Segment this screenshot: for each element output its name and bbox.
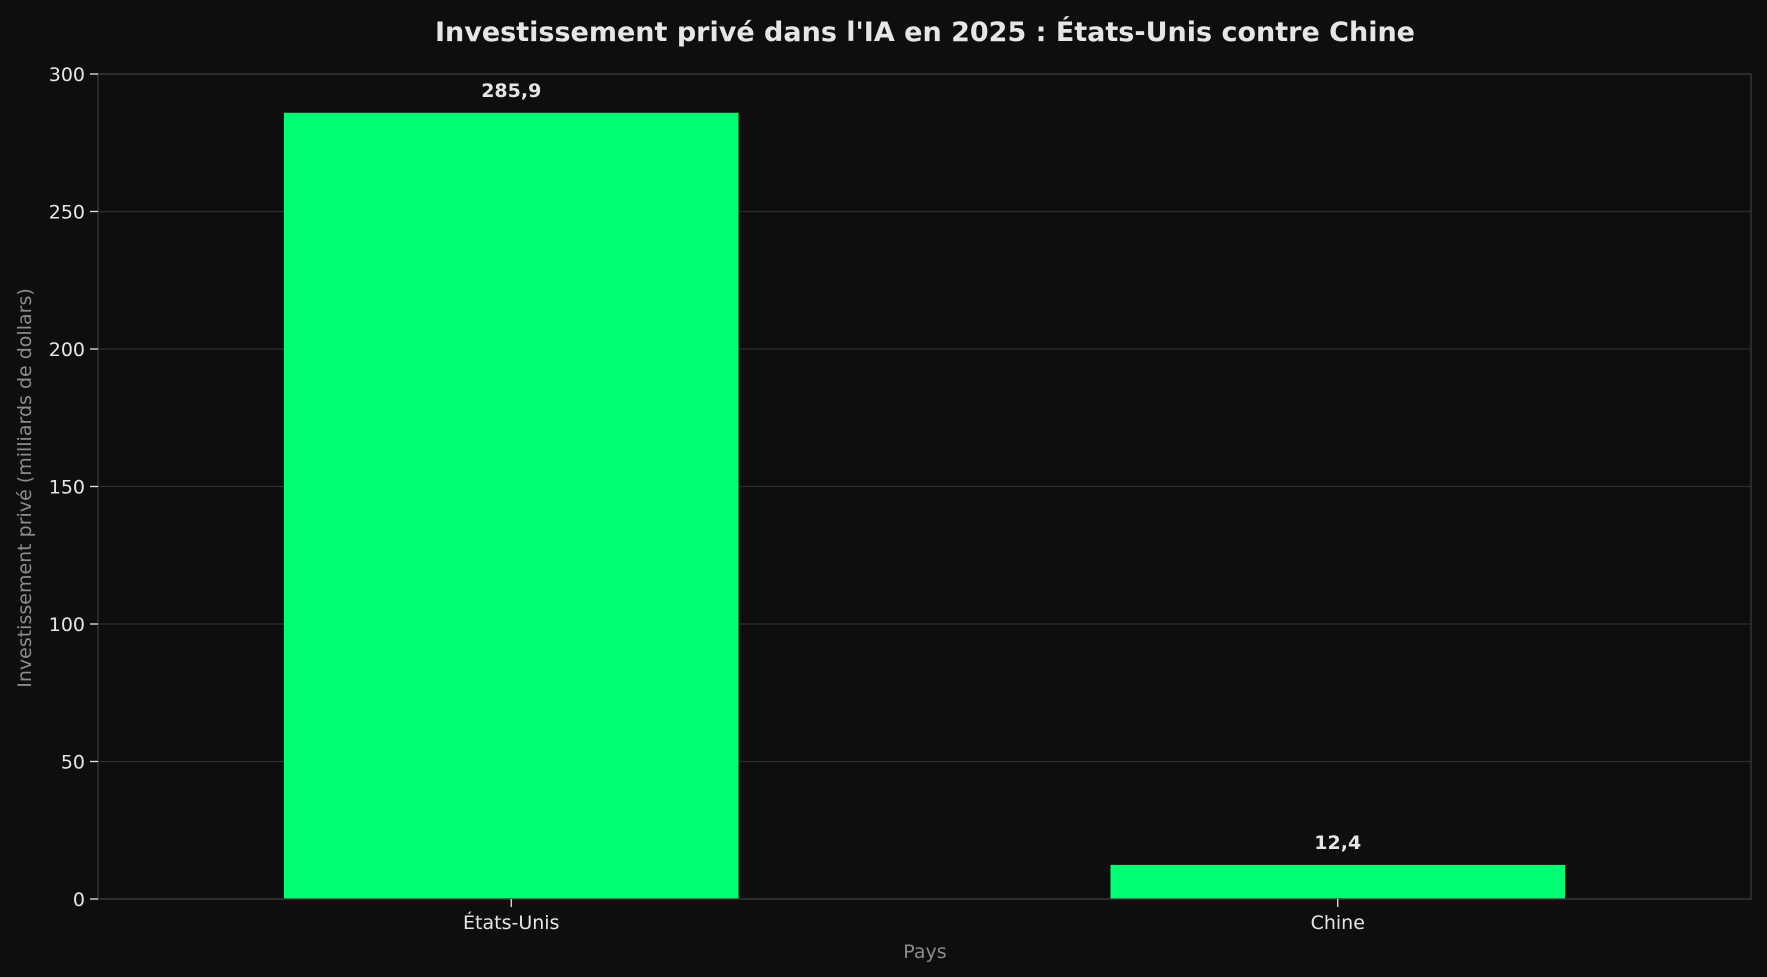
y-tick-label: 300 bbox=[49, 64, 85, 86]
y-tick-label: 50 bbox=[61, 752, 85, 774]
bar-value-label: 285,9 bbox=[481, 80, 541, 102]
bar-value-label: 12,4 bbox=[1314, 832, 1361, 854]
y-tick-label: 150 bbox=[49, 477, 85, 499]
x-tick-label: États-Unis bbox=[463, 911, 559, 934]
data-labels: 285,9 12,4 bbox=[481, 80, 1361, 854]
x-axis-label: Pays bbox=[903, 941, 946, 963]
axis-ticks: 0 50 100 150 200 250 300 États-Unis Chine bbox=[49, 64, 1365, 934]
chart-title: Investissement privé dans l'IA en 2025 :… bbox=[435, 16, 1415, 48]
bar bbox=[283, 112, 739, 899]
x-tick-label: Chine bbox=[1311, 912, 1365, 934]
y-axis-label: Investissement privé (milliards de dolla… bbox=[14, 288, 36, 688]
bars bbox=[283, 112, 1566, 899]
y-tick-label: 100 bbox=[49, 614, 85, 636]
y-tick-label: 250 bbox=[49, 202, 85, 224]
y-tick-label: 0 bbox=[73, 889, 85, 911]
bar bbox=[1110, 864, 1566, 899]
y-tick-label: 200 bbox=[49, 339, 85, 361]
